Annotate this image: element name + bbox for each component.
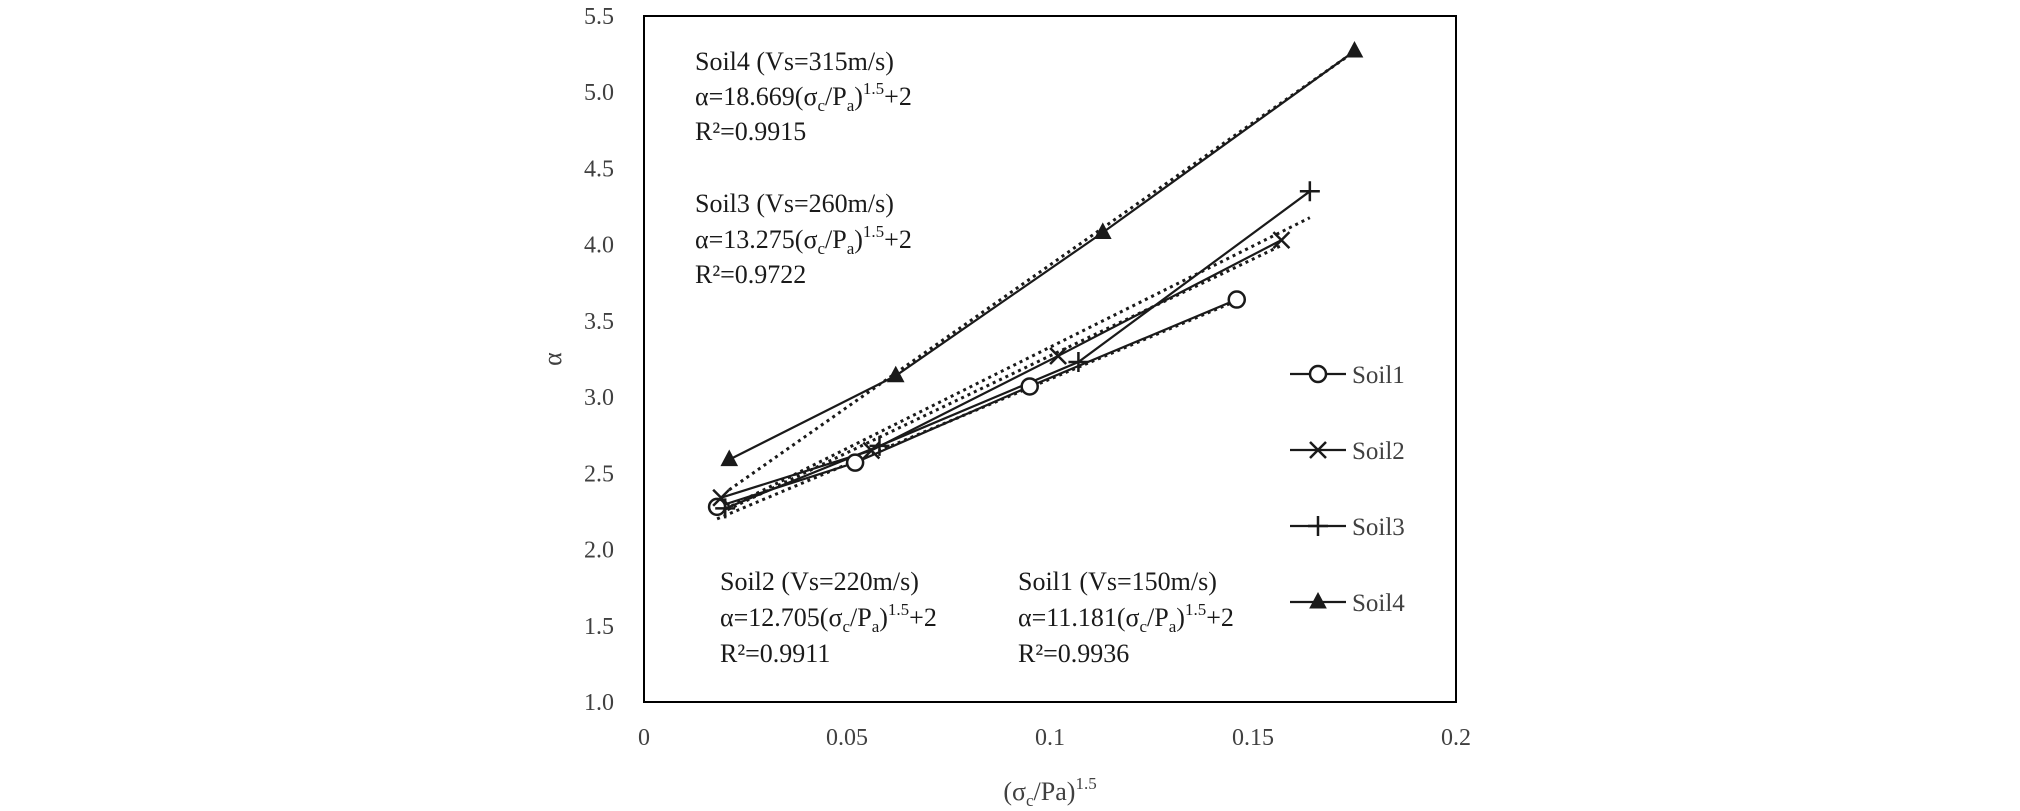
x-tick-label: 0 bbox=[638, 725, 650, 751]
x-axis-label: (σc/Pa)1.5 bbox=[1003, 774, 1096, 810]
annotation-soil1-equation: α=11.181(σc/Pa)1.5+2 bbox=[1018, 600, 1234, 636]
plot-area bbox=[643, 15, 1457, 703]
data-point-soil2 bbox=[1272, 231, 1291, 249]
y-axis-label: α bbox=[538, 352, 567, 366]
data-point-soil3 bbox=[715, 498, 736, 519]
data-point-soil4 bbox=[1345, 40, 1364, 58]
data-point-soil1 bbox=[1020, 377, 1039, 396]
legend: Soil1 Soil2 Soil3 Soil4 bbox=[1290, 362, 1405, 617]
annotation-soil4-r2: R²=0.9915 bbox=[695, 117, 806, 146]
y-tick-label: 1.5 bbox=[584, 614, 614, 640]
annotation-soil3-title: Soil3 (Vs=260m/s) bbox=[695, 189, 894, 218]
annotation-soil2: Soil2 (Vs=220m/s) α=12.705(σc/Pa)1.5+2 R… bbox=[720, 567, 937, 668]
annotation-soil2-title: Soil2 (Vs=220m/s) bbox=[720, 567, 919, 596]
annotation-soil1-title: Soil1 (Vs=150m/s) bbox=[1018, 567, 1217, 596]
series-lines bbox=[716, 50, 1356, 510]
legend-label-soil3: Soil3 bbox=[1352, 514, 1405, 541]
y-tick-label: 1.0 bbox=[584, 690, 614, 716]
annotation-soil3-equation: α=13.275(σc/Pa)1.5+2 bbox=[695, 222, 912, 258]
fit-line-soil3 bbox=[724, 216, 1311, 511]
x-tick-label: 0.2 bbox=[1441, 725, 1471, 751]
y-tick-label: 4.0 bbox=[584, 233, 614, 259]
fit-line-soil2 bbox=[720, 244, 1283, 515]
annotation-soil4: Soil4 (Vs=315m/s) α=18.669(σc/Pa)1.5+2 R… bbox=[695, 47, 912, 146]
series-line-soil2 bbox=[720, 239, 1282, 499]
data-point-soil1 bbox=[1227, 290, 1247, 309]
y-tick-label: 3.0 bbox=[584, 385, 614, 411]
data-point-soil1 bbox=[845, 453, 865, 472]
data-point-soil3 bbox=[869, 435, 890, 456]
annotation-soil1-r2: R²=0.9936 bbox=[1018, 639, 1129, 668]
annotation-soil4-equation: α=18.669(σc/Pa)1.5+2 bbox=[695, 79, 912, 115]
series-line-soil3 bbox=[724, 190, 1311, 510]
legend-label-soil1: Soil1 bbox=[1352, 362, 1405, 389]
y-tick-label: 5.0 bbox=[584, 80, 614, 106]
series-line-soil4 bbox=[728, 50, 1356, 461]
data-point-soil4 bbox=[720, 449, 739, 467]
fit-line-soil4 bbox=[728, 50, 1356, 492]
data-point-soil2 bbox=[712, 488, 731, 507]
annotation-soil3: Soil3 (Vs=260m/s) α=13.275(σc/Pa)1.5+2 R… bbox=[695, 189, 912, 289]
annotation-soil1: Soil1 (Vs=150m/s) α=11.181(σc/Pa)1.5+2 R… bbox=[1018, 567, 1234, 668]
data-point-soil2 bbox=[1049, 347, 1068, 365]
x-tick-label: 0.15 bbox=[1232, 725, 1274, 751]
legend-label-soil4: Soil4 bbox=[1352, 590, 1405, 617]
annotation-soil2-r2: R²=0.9911 bbox=[720, 639, 830, 668]
y-tick-label: 5.5 bbox=[584, 4, 614, 30]
data-point-soil4 bbox=[1093, 222, 1112, 239]
y-tick-labels: 1.0 1.5 2.0 2.5 3.0 3.5 4.0 4.5 5.0 5.5 bbox=[584, 4, 614, 716]
data-point-soil4 bbox=[886, 365, 905, 383]
x-tick-labels: 0 0.05 0.1 0.15 0.2 bbox=[638, 725, 1471, 751]
legend-item-soil2: Soil2 bbox=[1290, 438, 1405, 465]
legend-marker-soil4 bbox=[1309, 591, 1327, 609]
y-tick-label: 3.5 bbox=[584, 309, 614, 335]
legend-item-soil1: Soil1 bbox=[1290, 362, 1405, 389]
fit-lines bbox=[716, 50, 1356, 521]
legend-item-soil4: Soil4 bbox=[1290, 590, 1405, 617]
data-point-soil3 bbox=[1299, 181, 1320, 202]
x-tick-label: 0.05 bbox=[826, 725, 868, 751]
legend-marker-soil3 bbox=[1308, 516, 1328, 536]
y-tick-label: 2.5 bbox=[584, 461, 614, 487]
y-tick-label: 2.0 bbox=[584, 538, 614, 564]
annotation-soil2-equation: α=12.705(σc/Pa)1.5+2 bbox=[720, 600, 937, 636]
annotation-soil4-title: Soil4 (Vs=315m/s) bbox=[695, 47, 894, 76]
legend-label-soil2: Soil2 bbox=[1352, 438, 1405, 465]
legend-marker-soil2 bbox=[1309, 441, 1327, 459]
legend-item-soil3: Soil3 bbox=[1290, 514, 1405, 541]
annotation-soil3-r2: R²=0.9722 bbox=[695, 260, 806, 289]
legend-marker-soil1 bbox=[1308, 364, 1328, 384]
series-markers bbox=[707, 40, 1364, 519]
x-tick-label: 0.1 bbox=[1035, 725, 1065, 751]
data-point-soil3 bbox=[1068, 352, 1089, 373]
y-tick-label: 4.5 bbox=[584, 156, 614, 182]
